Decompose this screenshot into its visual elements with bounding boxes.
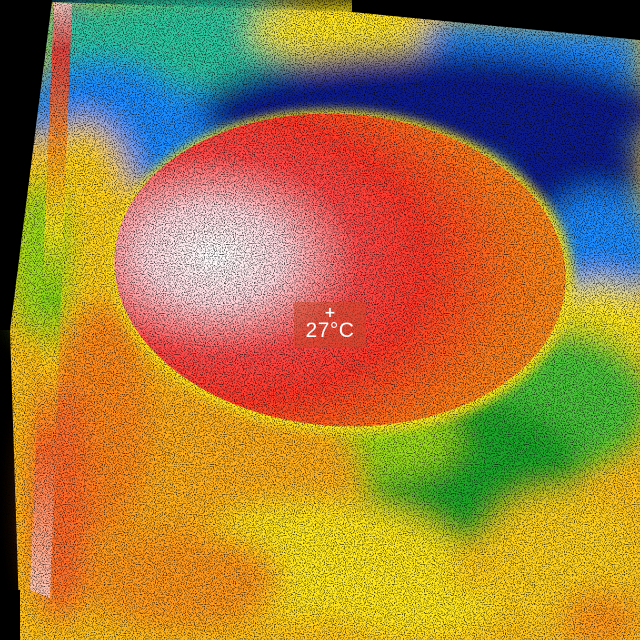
- crosshair-icon: +: [324, 307, 336, 319]
- temperature-readout: + 27°C: [294, 302, 366, 348]
- spot-temperature: 27°C: [306, 319, 355, 343]
